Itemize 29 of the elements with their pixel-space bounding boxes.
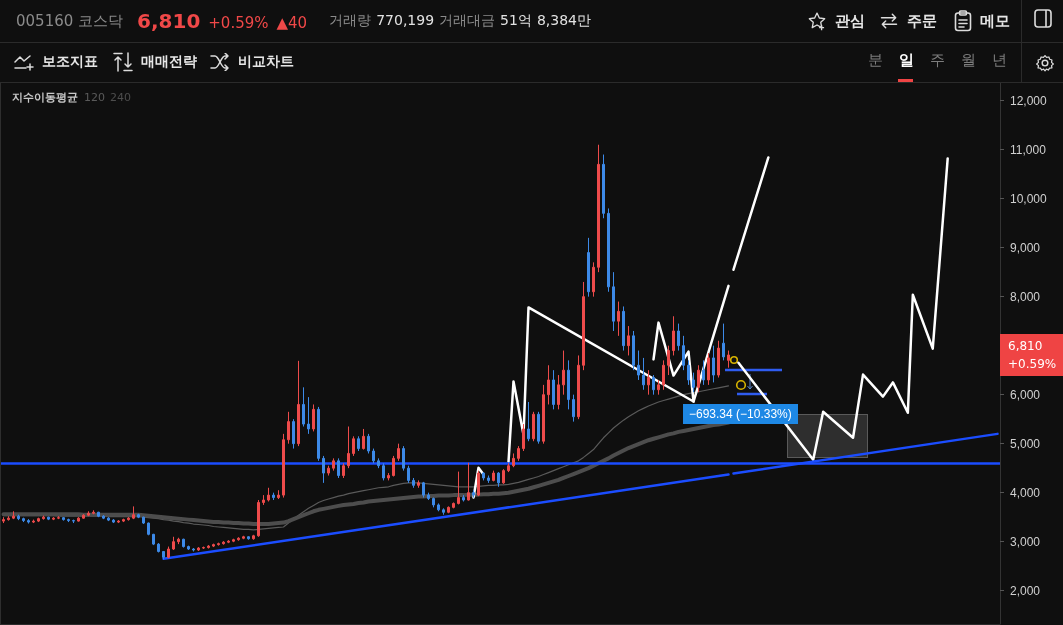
annotation: −693.34 (−10.33%) [683, 404, 798, 424]
y-tick-label: 9,000 [1010, 240, 1041, 255]
y-tick-label: 3,000 [1010, 534, 1041, 549]
text: 일 [898, 51, 914, 70]
chart-title: 005160 코스닥 [16, 11, 124, 31]
text: 관심 [835, 11, 865, 31]
y-tick-label: 8,000 [1010, 289, 1041, 304]
text: 주 [929, 51, 945, 70]
chart-subtitle: 6,810 +0.59% ▲40 [137, 9, 308, 33]
y-tick-label: 10,000 [1010, 191, 1048, 206]
text: 비교차트 [238, 53, 294, 71]
text: 분 [867, 51, 883, 70]
legend-title: 지수이동평균 [12, 91, 78, 104]
y-tick-label: 2,000 [1010, 583, 1041, 598]
text: 120 [84, 91, 105, 104]
text: 년 [991, 51, 1007, 70]
text: 240 [110, 91, 131, 104]
text: 매매전략 [141, 53, 197, 71]
y-tick-label: 6,000 [1010, 387, 1041, 402]
text: 6,810 +0.59% [1000, 333, 1063, 376]
y-tick-label: 5,000 [1010, 436, 1041, 451]
y-tick-label: 4,000 [1010, 485, 1041, 500]
y-tick-label: 12,000 [1010, 93, 1048, 108]
text: 월 [960, 51, 976, 70]
y-tick-label: 11,000 [1010, 142, 1047, 157]
text: 거래량 770,199 거래대금 51억 8,384만 [329, 12, 591, 30]
text: 메모 [980, 11, 1010, 31]
text: 보조지표 [42, 53, 98, 71]
text: 주문 [907, 11, 937, 31]
